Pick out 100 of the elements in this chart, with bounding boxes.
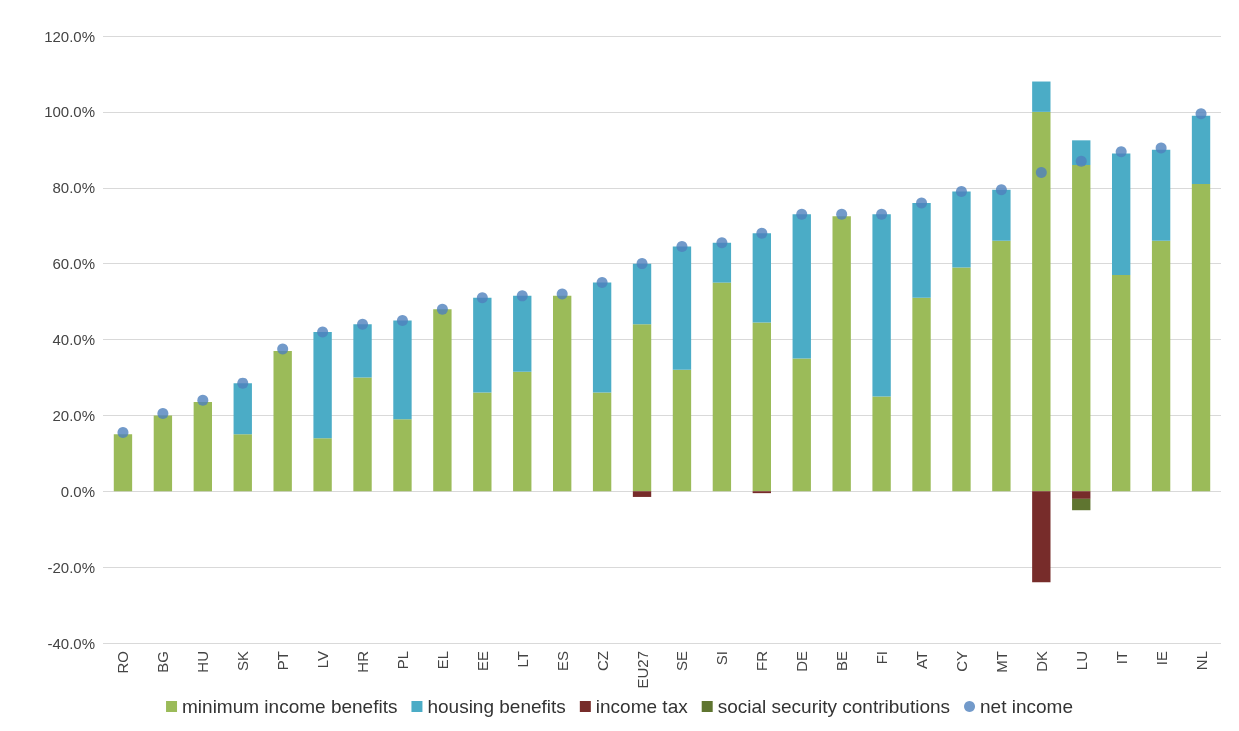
bar: [752, 233, 772, 323]
x-tick-label: IE: [1152, 651, 1170, 666]
point: [596, 277, 608, 289]
x-tick-label: EL: [433, 651, 451, 670]
point: [955, 186, 967, 198]
bar: [1111, 153, 1131, 276]
x-tick-label: ES: [553, 651, 571, 672]
bar: [433, 309, 452, 492]
point: [1075, 155, 1087, 167]
y-tick-label: -20.0%: [47, 558, 95, 576]
y-tick-label: 60.0%: [52, 255, 95, 273]
y-tick-label: 80.0%: [52, 179, 95, 197]
x-tick-label: BE: [833, 651, 851, 672]
bar: [912, 202, 931, 298]
x-tick-label: SE: [673, 651, 691, 672]
point: [436, 303, 448, 315]
bar: [952, 267, 971, 492]
x-tick-label: FR: [753, 650, 771, 671]
legend-label: social security contributions: [717, 696, 951, 717]
point: [836, 208, 848, 220]
point: [716, 237, 728, 249]
y-tick-label: 100.0%: [44, 103, 95, 121]
x-tick-label: NL: [1192, 651, 1210, 671]
x-tick-label: CZ: [593, 651, 611, 671]
bar: [992, 189, 1011, 241]
x-tick-label: SK: [234, 651, 252, 672]
point: [117, 426, 129, 438]
bar: [113, 434, 133, 492]
bar: [473, 297, 492, 393]
x-tick-label: FI: [873, 651, 891, 665]
x-tick-label: HU: [194, 651, 212, 673]
bar: [313, 331, 332, 439]
bar: [912, 297, 931, 492]
y-tick-label: 120.0%: [44, 27, 95, 45]
x-tick-label: RO: [114, 651, 132, 674]
bar: [393, 419, 412, 492]
point: [796, 208, 808, 220]
point: [916, 197, 928, 209]
bar: [872, 396, 891, 492]
bar: [233, 383, 252, 435]
x-tick-label: MT: [992, 651, 1010, 673]
point: [876, 208, 888, 220]
point: [157, 407, 169, 419]
bar: [353, 324, 372, 378]
bar: [313, 438, 332, 492]
point: [1195, 108, 1207, 120]
y-tick-label: 0.0%: [60, 482, 95, 500]
bar: [632, 324, 652, 492]
bar: [273, 350, 292, 492]
x-tick-label: LV: [314, 651, 332, 669]
bar: [952, 191, 971, 268]
y-tick-label: 20.0%: [52, 406, 95, 424]
point: [396, 315, 408, 327]
bar: [592, 392, 612, 492]
point: [676, 241, 688, 253]
x-tick-label: CY: [952, 651, 970, 672]
bar: [672, 369, 692, 492]
point: [317, 326, 329, 338]
point: [237, 377, 249, 389]
point: [357, 318, 369, 330]
point: [1155, 142, 1167, 154]
bar: [393, 320, 412, 420]
legend-label: minimum income benefits: [182, 696, 398, 717]
point: [1115, 146, 1127, 158]
bar: [1072, 491, 1091, 499]
point: [1035, 167, 1047, 179]
bar: [672, 246, 692, 370]
point: [516, 290, 528, 302]
bar: [792, 358, 811, 492]
bar: [233, 434, 252, 492]
bar: [1032, 111, 1051, 492]
x-tick-label: PL: [393, 651, 411, 670]
bar: [1111, 275, 1131, 492]
point: [476, 292, 488, 304]
x-tick-label: BG: [154, 651, 172, 673]
bar: [792, 214, 811, 359]
x-tick-label: HR: [354, 650, 372, 673]
bar: [1032, 491, 1051, 583]
bar: [1191, 115, 1211, 184]
x-tick-label: PT: [274, 651, 292, 671]
bar: [553, 295, 572, 492]
bar: [513, 295, 532, 372]
point: [636, 258, 648, 270]
x-tick-label: IT: [1112, 651, 1130, 665]
x-tick-label: LT: [513, 651, 531, 668]
bar: [353, 377, 372, 492]
x-tick-label: SI: [713, 651, 731, 666]
y-tick-label: -40.0%: [47, 634, 95, 652]
bar: [712, 282, 732, 492]
bar: [1151, 149, 1171, 241]
point: [197, 394, 209, 406]
point: [756, 227, 768, 239]
bar: [1032, 81, 1051, 112]
x-tick-label: DE: [793, 651, 811, 672]
bar: [592, 282, 612, 393]
bar: [752, 322, 772, 492]
bar: [1072, 498, 1091, 511]
legend-label: net income: [980, 696, 1073, 717]
bar: [632, 491, 652, 497]
point: [556, 288, 568, 300]
